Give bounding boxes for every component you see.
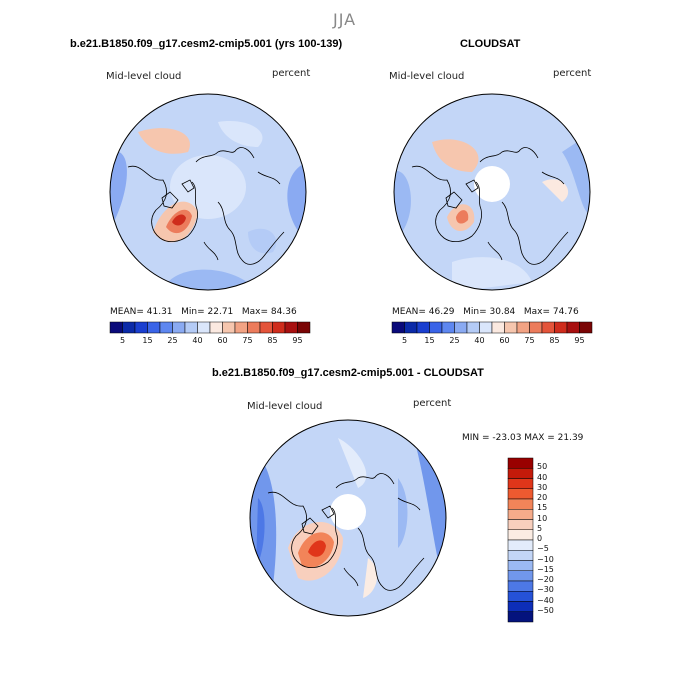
- colorbar-swatch: [122, 321, 136, 334]
- colorbar-swatch: [184, 321, 198, 334]
- colorbar-swatch: [197, 321, 211, 334]
- colorbar-swatch: [507, 550, 534, 561]
- colorbar-swatch: [507, 611, 534, 623]
- colorbar-swatch: [541, 321, 555, 334]
- colorbar-swatch: [479, 321, 493, 334]
- colorbar-swatch: [109, 321, 123, 334]
- colorbar-tick-label: 85: [549, 336, 560, 345]
- season-title: JJA: [333, 10, 357, 29]
- colorbar-tick-label: 15: [142, 336, 153, 345]
- colorbar-tick-label: 40: [474, 336, 485, 345]
- colorbar-tick-label: 25: [449, 336, 460, 345]
- colorbar-swatch: [507, 601, 534, 612]
- colorbar-tick-label: −5: [537, 544, 549, 554]
- colorbar-swatch: [491, 321, 505, 334]
- colorbar-swatch: [579, 321, 593, 334]
- obs-colorbar: [391, 321, 593, 334]
- colorbar-swatch: [507, 488, 534, 500]
- model-variable-label: Mid-level cloud: [106, 71, 182, 82]
- colorbar-swatch: [507, 560, 534, 571]
- colorbar-swatch: [297, 321, 311, 334]
- colorbar-swatch: [222, 321, 236, 334]
- diff-stats: MIN = -23.03 MAX = 21.39: [462, 433, 584, 443]
- colorbar-swatch: [507, 519, 534, 530]
- diff-variable-label: Mid-level cloud: [247, 401, 323, 412]
- diff-polar-map: [249, 419, 447, 617]
- colorbar-tick-label: 15: [537, 503, 548, 513]
- colorbar-tick-label: 95: [292, 336, 303, 345]
- colorbar-tick-label: 95: [574, 336, 585, 345]
- colorbar-tick-label: −10: [537, 554, 554, 564]
- colorbar-swatch: [391, 321, 405, 334]
- colorbar-swatch: [507, 468, 534, 479]
- colorbar-swatch: [507, 570, 534, 582]
- colorbar-swatch: [416, 321, 430, 334]
- colorbar-tick-label: 75: [242, 336, 253, 345]
- colorbar-tick-label: −30: [537, 585, 554, 595]
- colorbar-swatch: [507, 478, 534, 489]
- colorbar-swatch: [259, 321, 273, 334]
- colorbar-swatch: [507, 457, 534, 469]
- obs-polar-map: [393, 93, 591, 291]
- diff-colorbar: [507, 457, 534, 623]
- colorbar-tick-label: 25: [167, 336, 178, 345]
- diff-units-label: percent: [413, 398, 452, 409]
- colorbar-tick-label: 15: [424, 336, 435, 345]
- colorbar-swatch: [209, 321, 223, 334]
- colorbar-tick-label: −40: [537, 595, 554, 605]
- colorbar-swatch: [441, 321, 455, 334]
- obs-units-label: percent: [553, 68, 592, 79]
- colorbar-swatch: [134, 321, 148, 334]
- obs-variable-label: Mid-level cloud: [389, 71, 465, 82]
- colorbar-swatch: [404, 321, 418, 334]
- colorbar-tick-label: 5: [537, 523, 543, 533]
- colorbar-tick-label: 50: [537, 462, 548, 472]
- colorbar-swatch: [507, 580, 534, 592]
- colorbar-tick-label: 60: [217, 336, 228, 345]
- colorbar-tick-label: 5: [119, 336, 126, 345]
- colorbar-swatch: [284, 321, 298, 334]
- colorbar-swatch: [507, 591, 534, 602]
- colorbar-tick-label: −15: [537, 564, 554, 574]
- colorbar-swatch: [247, 321, 261, 334]
- colorbar-swatch: [172, 321, 186, 334]
- colorbar-swatch: [272, 321, 286, 334]
- colorbar-tick-label: 60: [499, 336, 510, 345]
- colorbar-swatch: [429, 321, 443, 334]
- obs-panel-title: CLOUDSAT: [460, 38, 521, 50]
- colorbar-tick-label: 85: [267, 336, 278, 345]
- model-units-label: percent: [272, 68, 311, 79]
- colorbar-tick-label: 10: [537, 513, 548, 523]
- model-stats: MEAN= 41.31 Min= 22.71 Max= 84.36: [110, 307, 297, 317]
- colorbar-swatch: [507, 529, 534, 541]
- colorbar-swatch: [529, 321, 543, 334]
- colorbar-swatch: [504, 321, 518, 334]
- colorbar-swatch: [159, 321, 173, 334]
- model-polar-map: [109, 93, 307, 291]
- colorbar-tick-label: 5: [401, 336, 408, 345]
- obs-stats: MEAN= 46.29 Min= 30.84 Max= 74.76: [392, 307, 579, 317]
- colorbar-swatch: [516, 321, 530, 334]
- colorbar-tick-label: 0: [537, 534, 543, 543]
- diff-panel-title: b.e21.B1850.f09_g17.cesm2-cmip5.001 - CL…: [212, 367, 484, 379]
- colorbar-tick-label: 30: [537, 482, 548, 492]
- colorbar-swatch: [147, 321, 161, 334]
- colorbar-swatch: [566, 321, 580, 334]
- colorbar-swatch: [454, 321, 468, 334]
- colorbar-tick-label: −20: [537, 575, 554, 584]
- colorbar-swatch: [507, 509, 534, 520]
- colorbar-swatch: [234, 321, 248, 334]
- colorbar-swatch: [507, 498, 534, 510]
- colorbar-swatch: [466, 321, 480, 334]
- colorbar-tick-label: 40: [537, 472, 548, 482]
- colorbar-tick-label: 20: [537, 493, 548, 502]
- colorbar-tick-label: −50: [537, 605, 554, 615]
- colorbar-swatch: [507, 539, 534, 551]
- model-panel-title: b.e21.B1850.f09_g17.cesm2-cmip5.001 (yrs…: [70, 38, 343, 50]
- colorbar-swatch: [554, 321, 568, 334]
- model-colorbar: [109, 321, 311, 334]
- colorbar-tick-label: 75: [524, 336, 535, 345]
- colorbar-tick-label: 40: [192, 336, 203, 345]
